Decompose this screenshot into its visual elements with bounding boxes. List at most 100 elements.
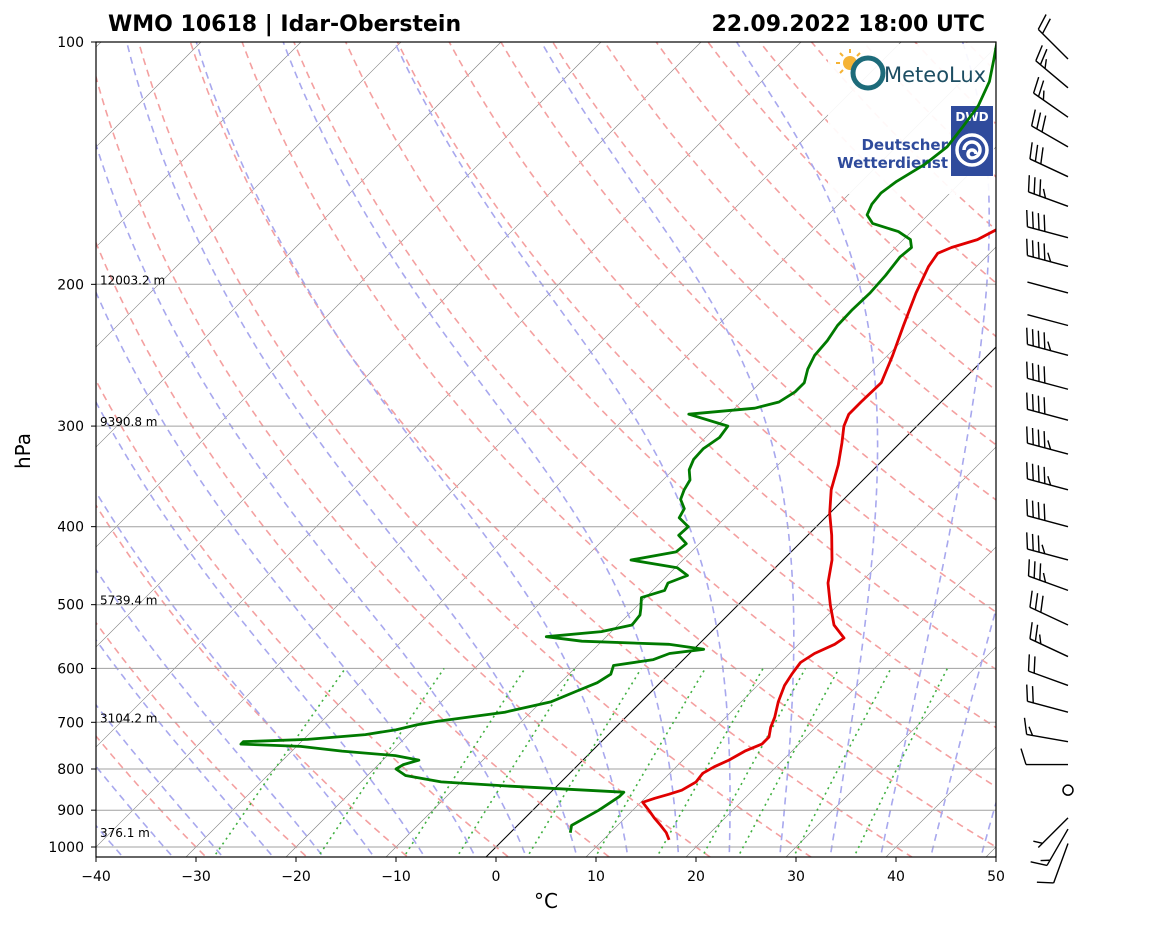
wind-barb: [1026, 392, 1069, 421]
moist-adiabat: [96, 638, 275, 857]
plot-frame: [95, 41, 997, 858]
dwd-logo-line1: Deutscher: [861, 136, 948, 154]
dry-adiabat: [396, 42, 996, 671]
dry-adiabat: [96, 74, 712, 857]
title-right: 22.09.2022 18:00 UTC: [711, 12, 985, 37]
wind-barb: [1027, 175, 1069, 207]
mixing-ratio-line: [402, 667, 526, 857]
x-tick-label: 10: [587, 869, 605, 885]
mixing-ratio-line: [456, 667, 576, 857]
dry-adiabat: [241, 42, 996, 848]
moist-adiabat: [96, 400, 426, 857]
moist-adiabat: [96, 765, 174, 857]
wind-barb: [1026, 684, 1069, 713]
wind-barbs: [1020, 14, 1074, 884]
height-labels: 12003.2 m 9390.8 m 5739.4 m 3104.2 m 376.1 m: [100, 273, 165, 840]
isotherm: [785, 646, 996, 857]
dwd-badge-text: DWD: [955, 110, 988, 124]
wind-barb: [1026, 361, 1069, 390]
meteolux-logo-text: MeteoLux: [884, 63, 986, 87]
isotherm: [585, 446, 996, 857]
wind-barb: [1030, 828, 1069, 867]
title-left: WMO 10618 | Idar-Oberstein: [108, 12, 461, 37]
wind-barb: [1026, 209, 1069, 239]
isotherm: [96, 42, 702, 648]
dwd-badge: DWD: [951, 106, 993, 176]
y-tick-label: 200: [57, 277, 84, 293]
dry-adiabat: [96, 503, 409, 857]
dwd-swirl-icon: [955, 133, 989, 167]
y-tick-label: 300: [57, 419, 84, 435]
y-axis-label: hPa: [11, 433, 35, 469]
moist-adiabat: [929, 606, 996, 857]
isobars: [96, 41, 996, 848]
x-tick-label: 30: [787, 869, 805, 885]
meteolux-ring-icon: [850, 55, 886, 91]
x-tick-label: −20: [281, 869, 311, 885]
x-tick-label: 20: [687, 869, 705, 885]
dry-adiabat: [137, 42, 813, 857]
dry-adiabat: [293, 42, 996, 788]
isotherm: [485, 346, 996, 857]
dry-adiabat: [96, 378, 510, 857]
isotherm: [96, 42, 802, 748]
y-tick-label: 600: [57, 661, 84, 677]
moist-adiabat: [96, 290, 477, 857]
dry-adiabat: [603, 42, 996, 446]
isotherm: [96, 42, 302, 248]
x-axis-label: °C: [534, 889, 558, 913]
x-axis: −40 −30 −20 −10 0 10 20 30 40 50: [81, 857, 1005, 885]
dwd-logo-line2: Wetterdienst: [837, 154, 948, 172]
y-tick-label: 1000: [48, 840, 84, 856]
wind-barb: [1023, 717, 1069, 743]
y-tick-label: 100: [57, 35, 84, 51]
wind-barb: [1026, 499, 1069, 528]
dry-adiabat: [96, 240, 611, 857]
dry-adiabat: [448, 42, 996, 614]
height-label: 376.1 m: [100, 826, 150, 840]
temperature-line: [641, 228, 996, 841]
isotherm: [685, 546, 996, 857]
x-tick-label: 50: [987, 869, 1005, 885]
moist-adiabat: [195, 42, 629, 857]
y-tick-label: 900: [57, 803, 84, 819]
moist-adiabat: [96, 568, 325, 857]
wind-barb: [1026, 327, 1069, 356]
mixing-ratio-line: [701, 668, 807, 857]
wind-barb: [1037, 14, 1069, 60]
mixing-ratio-line: [526, 667, 642, 857]
wind-barb: [1026, 532, 1069, 561]
moist-adiabat: [96, 141, 528, 857]
wind-barb: [1029, 590, 1069, 626]
y-tick-label: 800: [57, 762, 84, 778]
x-tick-label: −30: [181, 869, 211, 885]
height-label: 3104.2 m: [100, 711, 158, 725]
wind-barb: [1062, 784, 1074, 796]
wind-barb: [1027, 281, 1069, 294]
wind-barb: [1036, 843, 1069, 884]
wind-barb: [1029, 622, 1069, 658]
background-lines: [96, 42, 996, 857]
isotherm: [96, 42, 902, 848]
wind-barb: [1027, 559, 1069, 592]
wind-barb: [1029, 142, 1069, 178]
wind-barb: [1020, 748, 1068, 766]
dry-adiabat: [552, 42, 996, 501]
isotherm: [96, 42, 602, 548]
y-axis: 100 200 300 400 500 600 700 800 900 1000: [48, 35, 96, 856]
moist-adiabat: [735, 42, 879, 857]
sounding-series: [239, 42, 996, 841]
x-tick-label: −10: [381, 869, 411, 885]
x-tick-label: 0: [492, 869, 501, 885]
moist-adiabat: [540, 42, 795, 857]
isotherm: [96, 42, 402, 348]
logos: MeteoLux Deutscher Wetterdienst DWD: [828, 44, 994, 194]
height-label: 12003.2 m: [100, 273, 165, 287]
mixing-ratio-line: [655, 667, 764, 857]
mixing-ratio-line: [594, 667, 706, 857]
y-tick-label: 400: [57, 520, 84, 536]
isotherm: [96, 42, 502, 448]
mixing-ratio-line: [737, 668, 840, 857]
height-label: 5739.4 m: [100, 594, 158, 608]
